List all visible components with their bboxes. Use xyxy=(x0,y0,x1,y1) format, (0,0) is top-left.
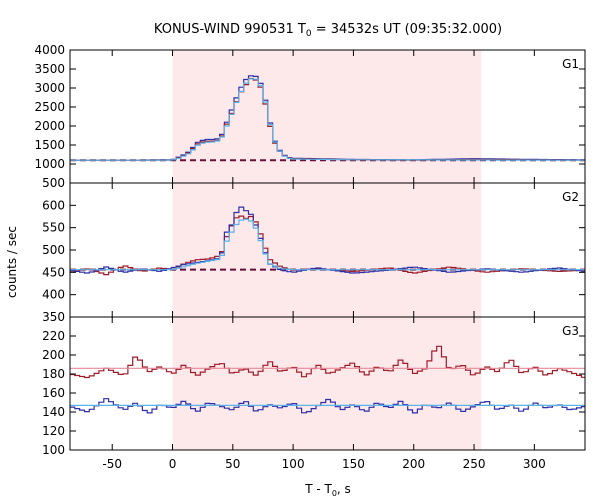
y-tick-label: 220 xyxy=(42,329,65,343)
panel-g1: G1 500 1000 1500 2000 2500 3000 3500 4000 xyxy=(34,43,586,190)
y-tick-label: 3500 xyxy=(34,62,65,76)
y-tick-label: 160 xyxy=(42,386,65,400)
panel-frame xyxy=(69,316,586,451)
shaded-interval xyxy=(172,317,482,450)
x-tick-label: 300 xyxy=(523,457,546,471)
y-tick-label: 550 xyxy=(42,221,65,235)
y-axis-label: counts / sec xyxy=(5,226,19,298)
y-tick-label: 400 xyxy=(42,288,65,302)
shaded-interval xyxy=(172,183,482,317)
panel-g3: G3 100 120 140 160 180 200 220 -50 0 50 100 150 200 25… xyxy=(42,316,586,471)
y-tick-label: 3000 xyxy=(34,81,65,95)
x-label-subscript: 0 xyxy=(332,489,337,498)
y-tick-label: 2000 xyxy=(34,119,65,133)
y-tick-label: 600 xyxy=(42,198,65,212)
y-tick-label: 450 xyxy=(42,265,65,279)
panel-label: G2 xyxy=(562,190,579,204)
y-tick-label: 500 xyxy=(42,176,65,190)
panels-group: G15001000150020002500300035004000G235040… xyxy=(34,43,586,471)
panel-label: G3 xyxy=(562,324,579,338)
panel-label: G1 xyxy=(562,57,579,71)
y-tick-label: 2500 xyxy=(34,100,65,114)
x-tick-label: -50 xyxy=(102,457,122,471)
title-subscript: 0 xyxy=(306,29,312,39)
series-blue-series-2 xyxy=(70,398,585,414)
y-tick-label: 4000 xyxy=(34,43,65,57)
panel-g2: G2 350 400 450 500 550 600 xyxy=(42,182,586,324)
y-tick-label: 200 xyxy=(42,348,65,362)
y-tick-label: 350 xyxy=(42,310,65,324)
x-tick-label: 0 xyxy=(169,457,177,471)
x-tick-label: 250 xyxy=(463,457,486,471)
x-tick-label: 200 xyxy=(402,457,425,471)
y-tick-label: 100 xyxy=(42,443,65,457)
x-axis-label: T - T0, s xyxy=(304,482,351,498)
x-tick-label: 100 xyxy=(282,457,305,471)
x-tick-label: 150 xyxy=(342,457,365,471)
x-tick-label: 50 xyxy=(225,457,240,471)
y-tick-label: 1000 xyxy=(34,157,65,171)
y-tick-label: 140 xyxy=(42,405,65,419)
y-tick-label: 180 xyxy=(42,367,65,381)
series-light-blue-1 xyxy=(70,218,585,271)
y-tick-label: 120 xyxy=(42,424,65,438)
y-tick-label: 1500 xyxy=(34,138,65,152)
series-light-blue-0 xyxy=(70,78,585,161)
chart-title: KONUS-WIND 990531 T0 = 34532s UT (09:35:… xyxy=(154,22,502,39)
y-tick-label: 500 xyxy=(42,243,65,257)
shaded-interval xyxy=(172,50,482,183)
